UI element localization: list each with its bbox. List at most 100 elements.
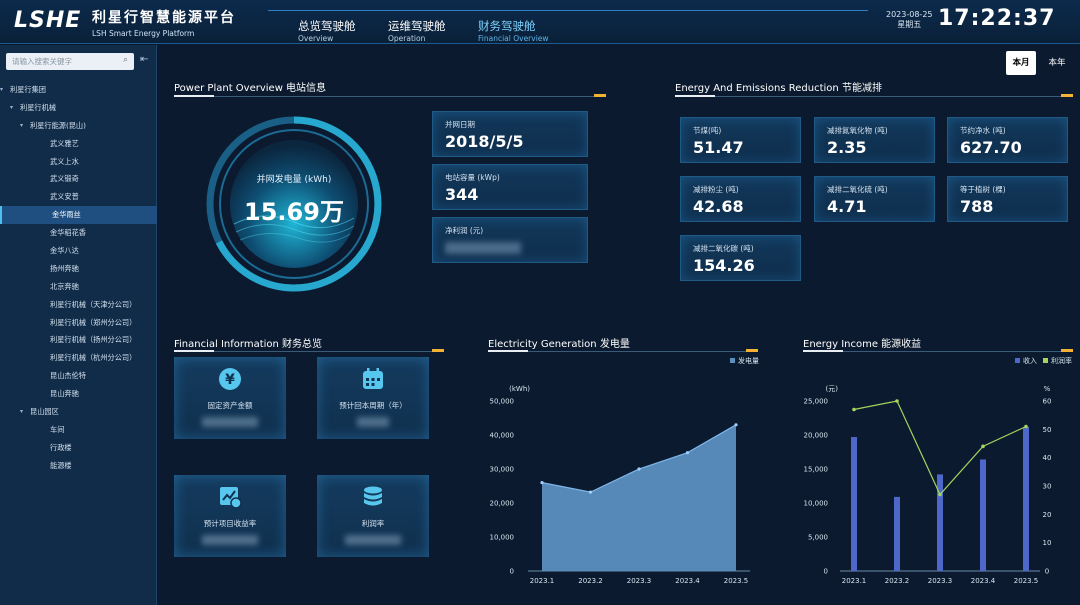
- caret-down-icon[interactable]: ▾: [20, 121, 24, 129]
- section-title-power-plant: Power Plant Overview 电站信息: [174, 83, 327, 94]
- caret-down-icon[interactable]: ▾: [0, 86, 4, 93]
- tree-item[interactable]: 车间: [0, 421, 157, 439]
- tab-operation[interactable]: 运维驾驶舱 Operation: [388, 18, 446, 43]
- tree-item-label: 北京奔驰: [50, 281, 79, 291]
- caret-down-icon[interactable]: ▾: [10, 103, 14, 111]
- tree-item[interactable]: 北京奔驰: [0, 278, 157, 296]
- data-point: [685, 451, 690, 455]
- redacted-value: [345, 535, 401, 545]
- y-tick-label: 20,000: [490, 500, 515, 508]
- tab-label: 财务驾驶舱: [478, 19, 536, 33]
- tab-overview[interactable]: 总览驾驶舱 Overview: [298, 18, 356, 43]
- x-tick-label: 2023.2: [578, 577, 603, 585]
- nav-frame: [268, 10, 868, 40]
- x-tick-label: 2023.1: [530, 577, 555, 585]
- tree-item[interactable]: 武义上水: [0, 153, 157, 171]
- period-year-button[interactable]: 本年: [1048, 58, 1066, 68]
- line-point: [895, 399, 899, 403]
- tree-item-label: 利星行机械（郑州分公司）: [50, 317, 137, 327]
- card-value: 2.35: [827, 138, 867, 157]
- y-tick-label: 0: [510, 568, 514, 576]
- x-tick-label: 2023.2: [885, 577, 910, 585]
- yen-icon: ¥: [219, 368, 241, 390]
- search-icon[interactable]: ⌕: [122, 55, 128, 65]
- clock: 17:22:37: [938, 6, 1056, 31]
- y2-tick-label: 50: [1043, 426, 1052, 434]
- card-label: 减排粉尘 (吨): [693, 185, 739, 194]
- caret-down-icon[interactable]: ▾: [20, 408, 24, 416]
- tree-item[interactable]: 金华八达: [0, 242, 157, 260]
- data-point: [540, 481, 544, 485]
- tree-item[interactable]: 武义雅艺: [0, 135, 157, 153]
- tree-item[interactable]: 金华稻花香: [0, 224, 157, 242]
- org-tree: ▾ 利星行集团 ▾ 利星行机械 ▾ 利星行能源(昆山) 武义雅艺武义上水武义锻奇武义安普金华…: [0, 81, 157, 475]
- section-divider: [174, 349, 444, 352]
- tree-item[interactable]: 扬州奔驰: [0, 260, 157, 278]
- y2-tick-label: 40: [1043, 454, 1052, 462]
- data-point: [637, 467, 641, 471]
- energy-card: 减排粉尘 (吨) 42.68: [680, 176, 801, 222]
- date-block: 2023-08-25 星期五: [886, 10, 933, 30]
- fixed-assets-card: ¥ 固定资产金额: [174, 357, 286, 439]
- tree-item[interactable]: 昆山奔驰: [0, 385, 157, 403]
- tree-item[interactable]: 昆山杰伦特: [0, 367, 157, 385]
- tree-item-label: 扬州奔驰: [50, 263, 79, 273]
- legend-swatch-bar: [1015, 358, 1020, 363]
- tree-item[interactable]: ▾ 昆山园区: [0, 403, 157, 421]
- legend-label: 发电量: [738, 356, 759, 365]
- tree-item[interactable]: 行政楼: [0, 439, 157, 457]
- card-label: 节煤(吨): [693, 126, 722, 135]
- tree-item[interactable]: 金华雨丝: [0, 206, 157, 225]
- tab-financial[interactable]: 财务驾驶舱 Financial Overview: [478, 18, 549, 43]
- section-title-generation: Electricity Generation 发电量: [488, 339, 630, 350]
- tree-item[interactable]: ▾ 利星行能源(昆山): [0, 117, 157, 135]
- bar: [894, 496, 900, 571]
- card-label: 减排氮氧化物 (吨): [827, 126, 888, 135]
- energy-card: 等于植树 (棵) 788: [947, 176, 1068, 222]
- tree-item[interactable]: ▾ 利星行机械: [0, 99, 157, 117]
- database-icon: [364, 486, 382, 506]
- search-input[interactable]: 请输入搜索关键字 ⌕: [6, 53, 134, 70]
- tree-item-label: 武义锻奇: [50, 174, 79, 184]
- tree-item[interactable]: 武义锻奇: [0, 170, 157, 188]
- legend-label: 收入: [1023, 356, 1037, 365]
- tree-item-label: 利星行机械（天津分公司）: [50, 299, 137, 309]
- y2-tick-label: 20: [1043, 511, 1052, 519]
- card-label: 减排二氧化碳 (吨): [693, 244, 754, 253]
- x-tick-label: 2023.1: [842, 577, 867, 585]
- tree-item[interactable]: 利星行机械（天津分公司）: [0, 296, 157, 314]
- x-tick-label: 2023.3: [627, 577, 652, 585]
- tree-item[interactable]: 利星行机械（扬州分公司）: [0, 331, 157, 349]
- energy-card: 减排二氧化碳 (吨) 154.26: [680, 235, 801, 281]
- income-chart: 收入 利润率 (元) % 0 5,000 10,000 15,000 20,000 25,000 0…: [804, 356, 1073, 585]
- tree-item-label: 金华八达: [50, 246, 79, 256]
- tree-item[interactable]: 能源楼: [0, 457, 157, 475]
- axis-unit: (kWh): [509, 385, 530, 393]
- tree-item[interactable]: 武义安普: [0, 188, 157, 206]
- energy-card: 减排氮氧化物 (吨) 2.35: [814, 117, 935, 163]
- collapse-icon[interactable]: ⇤: [140, 54, 149, 65]
- tree-item[interactable]: 利星行机械（郑州分公司）: [0, 314, 157, 332]
- section-divider: [488, 349, 758, 352]
- tree-item-label: 武义上水: [50, 156, 79, 166]
- energy-card: 节煤(吨) 51.47: [680, 117, 801, 163]
- section-title-income: Energy Income 能源收益: [803, 339, 922, 350]
- tree-item[interactable]: 利星行机械（杭州分公司）: [0, 349, 157, 367]
- tree-item-label: 行政楼: [50, 442, 72, 452]
- card-value: 344: [445, 185, 479, 204]
- section-divider: [174, 94, 606, 97]
- tree-item-label: 金华雨丝: [52, 210, 81, 220]
- line-point: [1024, 424, 1028, 429]
- section-title-financial: Financial Information 财务总览: [174, 339, 323, 350]
- weekday-text: 星期五: [897, 20, 922, 29]
- period-month-button[interactable]: 本月: [1006, 51, 1036, 75]
- card-value: 154.26: [693, 256, 755, 275]
- card-label: 并网日期: [445, 120, 475, 129]
- capacity-card: 电站容量 (kWp) 344: [432, 164, 588, 210]
- tab-sublabel: Financial Overview: [478, 34, 549, 43]
- axis-unit-right: %: [1044, 385, 1051, 393]
- card-value: 51.47: [693, 138, 744, 157]
- tree-item[interactable]: ▾ 利星行集团: [0, 81, 157, 99]
- card-label: 固定资产金额: [207, 401, 253, 410]
- card-label: 预计项目收益率: [203, 519, 257, 528]
